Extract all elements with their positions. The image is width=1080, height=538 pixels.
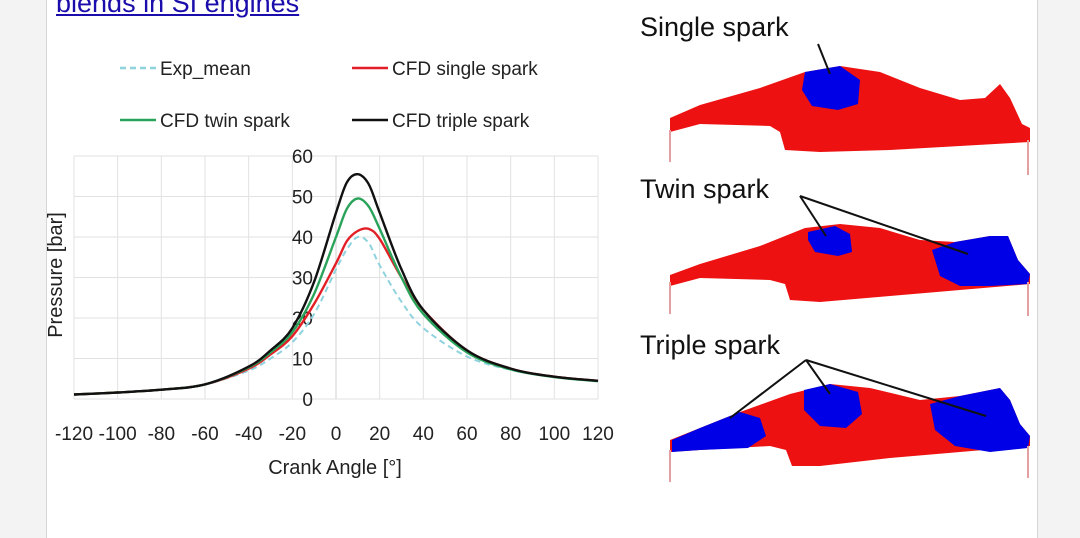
single-spark-title: Single spark (640, 12, 789, 42)
triple-spark-title: Triple spark (640, 330, 781, 360)
x-tick-label: 80 (500, 424, 521, 445)
x-tick-label: -100 (99, 424, 137, 445)
x-tick-label: 20 (369, 424, 390, 445)
chart-ticks: -120 -100 -80 -60 -40 -20 0 20 40 60 80 100 12001020… (55, 147, 614, 445)
spark-pointer-1 (805, 359, 831, 395)
y-tick-label: 10 (292, 350, 313, 371)
series-line-4 (73, 172, 599, 396)
chart-series (73, 172, 599, 396)
flame-kernel-2 (932, 236, 1030, 286)
x-tick-label: 60 (456, 424, 477, 445)
legend-label-4: CFD triple spark (392, 111, 530, 132)
twin-spark-panel: Twin spark (640, 174, 1030, 316)
chart-grid (73, 155, 599, 400)
twin-spark-title: Twin spark (640, 174, 770, 204)
spark-pointer (817, 43, 831, 75)
x-axis-label: Crank Angle [°] (268, 457, 402, 479)
y-tick-label: 60 (292, 147, 313, 168)
x-tick-label: 40 (413, 424, 434, 445)
flame-kernel-2 (930, 388, 1030, 452)
spark-pointer-3 (729, 359, 807, 419)
title-link[interactable]: blends in SI engines (56, 0, 300, 18)
flame-kernel-1 (804, 384, 862, 428)
single-spark-panel: Single spark (640, 12, 1030, 175)
legend-label-2: CFD single spark (392, 59, 538, 80)
y-tick-label: 40 (292, 228, 313, 249)
flame-kernel-1 (808, 226, 852, 256)
x-tick-label: 100 (538, 424, 570, 445)
x-tick-label: -20 (279, 424, 306, 445)
flame-kernel-1 (802, 66, 860, 110)
y-axis-label: Pressure [bar] (45, 212, 67, 338)
legend-label-1: Exp_mean (160, 59, 251, 80)
spark-pointer-2 (799, 195, 969, 255)
spark-pointer-2 (805, 359, 987, 417)
legend-label-3: CFD twin spark (160, 111, 290, 132)
x-tick-label: -80 (148, 424, 175, 445)
triple-spark-panel: Triple spark (640, 330, 1030, 482)
spark-pointer-1 (799, 195, 827, 237)
chart-legend: Exp_mean CFD single spark CFD twin spark CF… (120, 59, 538, 132)
y-tick-label: 50 (292, 188, 313, 209)
x-tick-label: -40 (235, 424, 262, 445)
y-tick-label: 0 (302, 390, 313, 411)
x-tick-label: 0 (331, 424, 342, 445)
flame-kernel-3 (672, 412, 766, 452)
x-tick-label: -120 (55, 424, 93, 445)
x-tick-label: -60 (191, 424, 218, 445)
x-tick-label: 120 (582, 424, 614, 445)
y-tick-label: 30 (292, 269, 313, 290)
combustion-chamber-shape (670, 66, 1030, 152)
